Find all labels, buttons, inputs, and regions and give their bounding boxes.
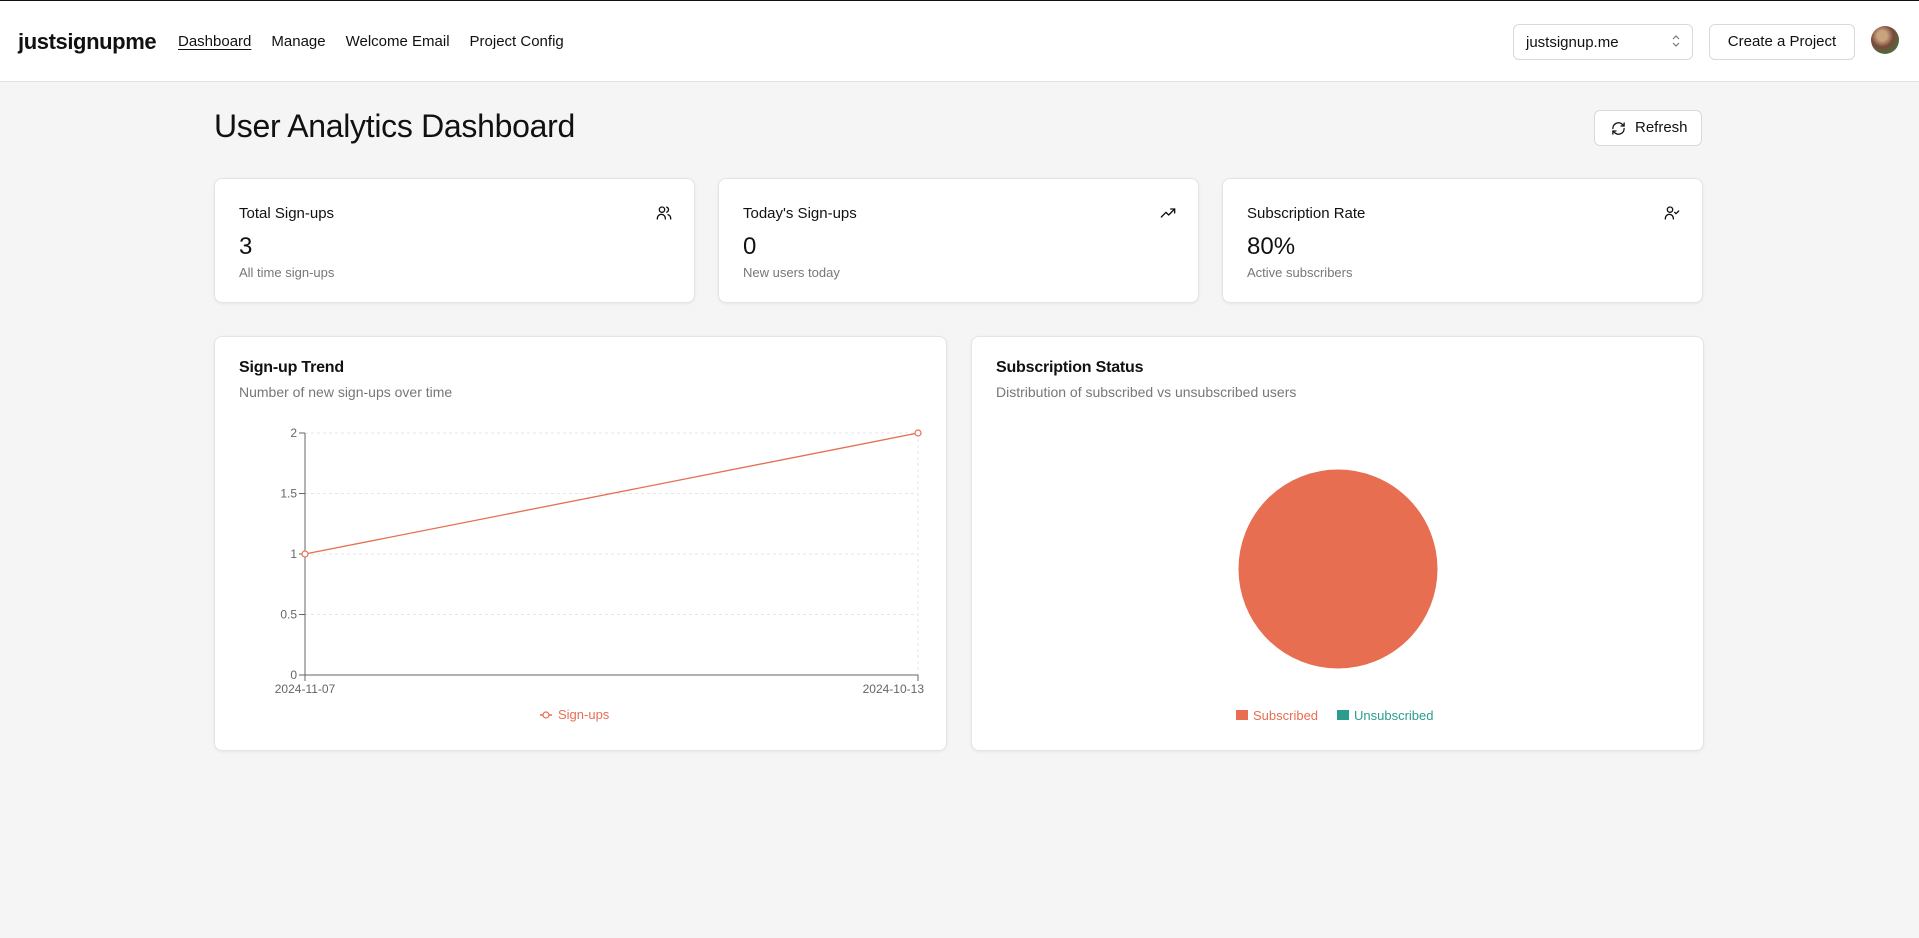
stat-card-subscription-rate: Subscription Rate 80% Active subscribers [1222, 178, 1703, 303]
page-title: User Analytics Dashboard [214, 108, 575, 144]
logo[interactable]: justsignupme [18, 29, 157, 54]
refresh-button[interactable]: Refresh [1594, 110, 1702, 146]
trending-up-icon [1160, 208, 1176, 218]
subscription-status-card: Subscription Status Distribution of subs… [971, 336, 1704, 751]
users-icon [656, 206, 672, 220]
y-tick-label: 0 [290, 668, 297, 682]
refresh-label: Refresh [1635, 119, 1688, 136]
stat-card-total-signups: Total Sign-ups 3 All time sign-ups [214, 178, 695, 303]
stat-sub: Active subscribers [1247, 265, 1353, 280]
legend-swatch [1236, 710, 1248, 720]
x-tick-label: 2024-10-13 [863, 682, 925, 696]
stat-card-today-signups: Today's Sign-ups 0 New users today [718, 178, 1199, 303]
legend-marker [542, 711, 550, 719]
data-point [301, 550, 309, 558]
stat-value: 80% [1247, 233, 1296, 260]
panel-title: Sign-up Trend [239, 359, 344, 376]
top-bar: justsignupme Dashboard Manage Welcome Em… [0, 0, 1919, 82]
user-check-icon [1664, 206, 1680, 220]
signup-trend-chart: 0 0.5 1 1.5 2 2024-11-07 2024-10-13 Sign-ups [275, 426, 925, 722]
panel-description: Number of new sign-ups over time [239, 384, 453, 400]
x-tick-label: 2024-11-07 [275, 682, 336, 696]
y-tick-label: 1 [290, 547, 297, 561]
legend-label: Unsubscribed [1354, 708, 1434, 723]
y-tick-label: 2 [290, 426, 297, 440]
y-tick-label: 0.5 [280, 608, 297, 622]
nav-welcome-email[interactable]: Welcome Email [345, 33, 450, 50]
data-point [914, 429, 922, 437]
stat-label: Total Sign-ups [239, 205, 335, 222]
nav-manage[interactable]: Manage [271, 33, 326, 50]
stat-label: Subscription Rate [1247, 205, 1366, 222]
legend-swatch [1337, 710, 1349, 720]
stat-value: 3 [239, 233, 253, 260]
panel-description: Distribution of subscribed vs unsubscrib… [996, 384, 1297, 400]
refresh-icon [1612, 122, 1625, 135]
stat-sub: New users today [743, 265, 840, 280]
stat-label: Today's Sign-ups [743, 205, 857, 222]
project-select[interactable]: justsignup.me [1513, 24, 1693, 60]
signup-trend-card: Sign-up Trend Number of new sign-ups ove… [214, 336, 947, 751]
subscription-pie-chart: Subscribed Unsubscribed [1236, 468, 1439, 723]
create-project-button[interactable]: Create a Project [1709, 24, 1855, 60]
stat-sub: All time sign-ups [239, 265, 335, 280]
avatar[interactable] [1871, 26, 1899, 54]
stat-value: 0 [743, 233, 757, 260]
panel-title: Subscription Status [996, 359, 1144, 376]
pie-slice [1237, 468, 1439, 670]
y-tick-label: 1.5 [280, 487, 297, 501]
nav-project-config[interactable]: Project Config [469, 33, 564, 50]
chevron-up-down-icon [1672, 34, 1680, 50]
main-nav: Dashboard Manage Welcome Email Project C… [178, 33, 564, 50]
legend-label: Subscribed [1253, 708, 1318, 723]
nav-dashboard[interactable]: Dashboard [178, 33, 252, 50]
series-line [304, 432, 919, 555]
legend-label: Sign-ups [558, 707, 610, 722]
project-select-value: justsignup.me [1526, 34, 1619, 51]
